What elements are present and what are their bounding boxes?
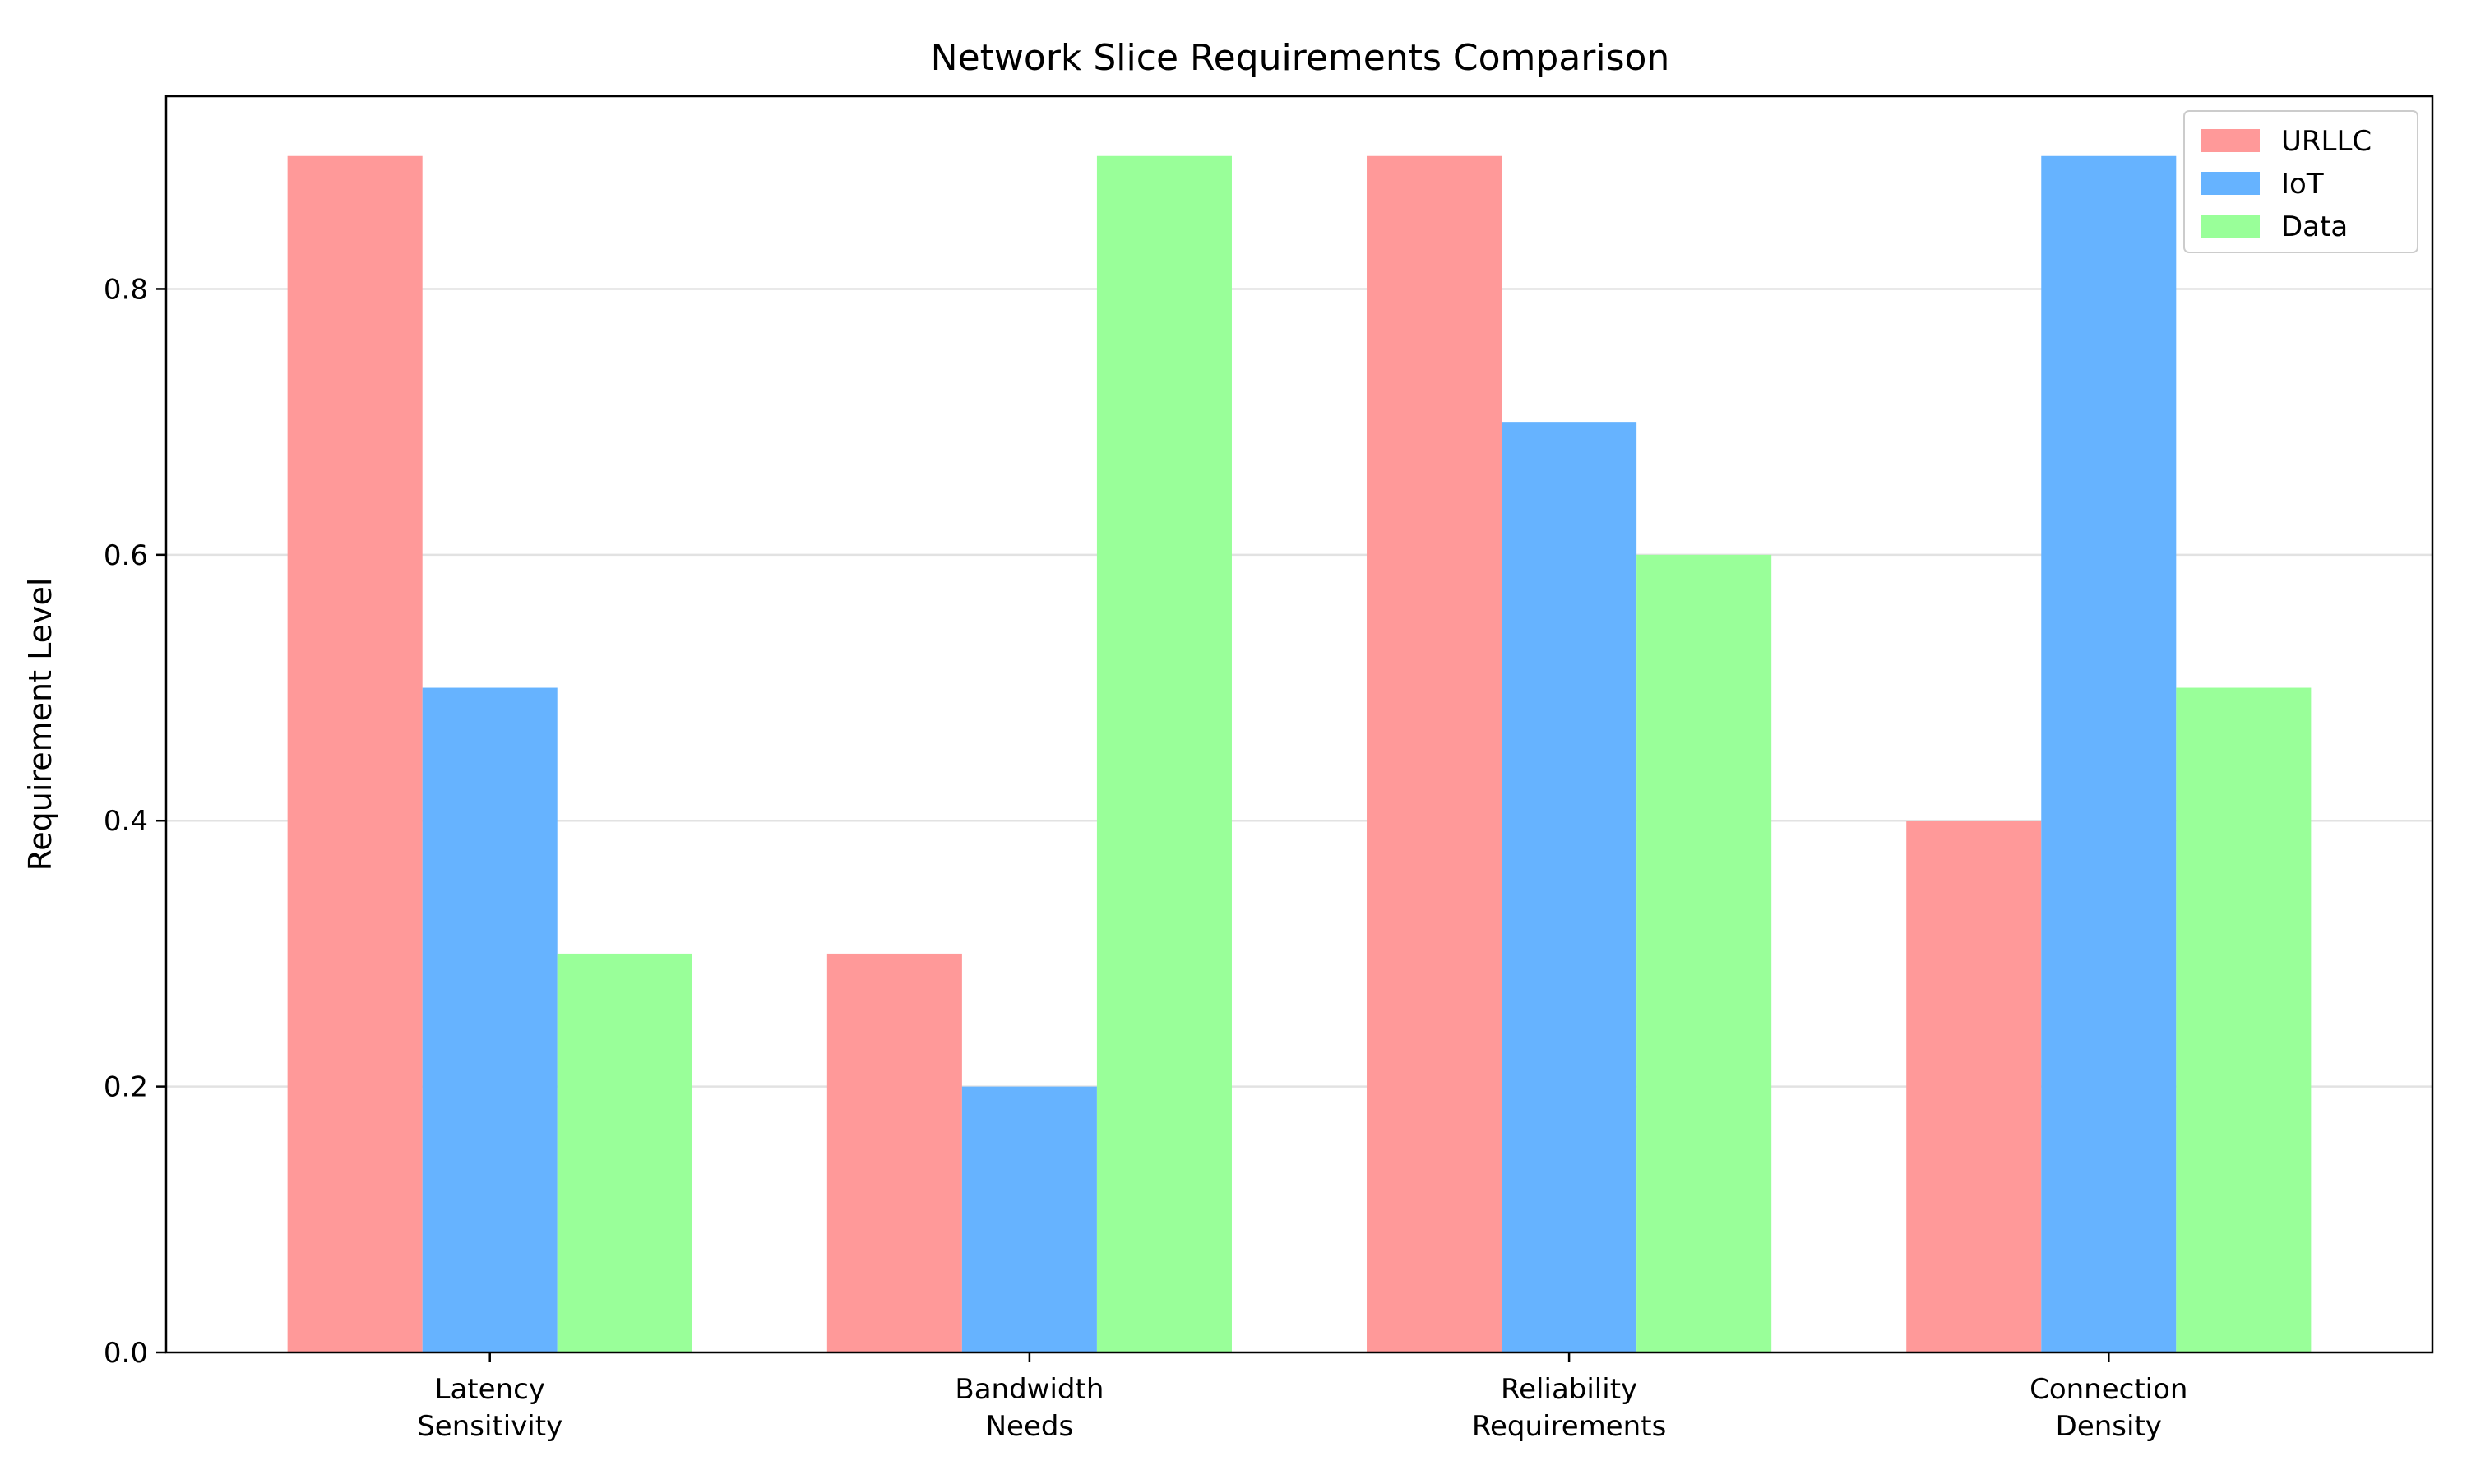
x-tick-label: Sensitivity — [417, 1410, 562, 1443]
chart-title: Network Slice Requirements Comparison — [931, 37, 1670, 79]
legend-label-iot: IoT — [2281, 168, 2324, 201]
legend: URLLC IoT Data — [2183, 110, 2418, 253]
bar-iot-1 — [961, 1086, 1097, 1352]
bar-urllc-3 — [1906, 821, 2042, 1352]
y-tick-label: 0.8 — [104, 273, 148, 306]
bar-urllc-2 — [1367, 155, 1502, 1352]
x-tick-label: Connection — [2030, 1373, 2187, 1406]
legend-label-data: Data — [2281, 210, 2348, 243]
y-axis-label: Requirement Level — [22, 578, 58, 871]
x-tick-label: Needs — [986, 1410, 1074, 1443]
bar-data-2 — [1636, 554, 1772, 1352]
legend-swatch-urllc — [2201, 129, 2260, 152]
x-tick-label: Reliability — [1501, 1373, 1637, 1406]
legend-swatch-data — [2201, 215, 2260, 238]
bar-urllc-1 — [826, 953, 962, 1352]
bar-iot-3 — [2041, 155, 2177, 1352]
bars — [287, 155, 2312, 1352]
bar-iot-0 — [422, 687, 558, 1352]
x-tick-label: Density — [2056, 1410, 2162, 1443]
bar-data-3 — [2176, 687, 2312, 1352]
y-tick-label: 0.0 — [104, 1337, 148, 1370]
x-axis-ticks: Latency Sensitivity Bandwidth Needs Reliabil… — [417, 1352, 2187, 1443]
bar-urllc-0 — [287, 155, 423, 1352]
plot-frame — [164, 95, 2434, 1354]
y-tick-label: 0.6 — [104, 539, 148, 572]
y-tick-label: 0.4 — [104, 805, 148, 838]
x-tick-label: Bandwidth — [955, 1373, 1104, 1406]
bar-data-0 — [557, 953, 692, 1352]
bar-iot-2 — [1502, 422, 1637, 1352]
x-tick-label: Requirements — [1472, 1410, 1666, 1443]
y-axis-ticks: 0.0 0.2 0.4 0.6 0.8 — [104, 273, 166, 1370]
legend-label-urllc: URLLC — [2281, 125, 2372, 158]
legend-swatch-iot — [2201, 172, 2260, 195]
y-tick-label: 0.2 — [104, 1071, 148, 1104]
bar-data-1 — [1096, 155, 1232, 1352]
x-tick-label: Latency — [435, 1373, 545, 1406]
